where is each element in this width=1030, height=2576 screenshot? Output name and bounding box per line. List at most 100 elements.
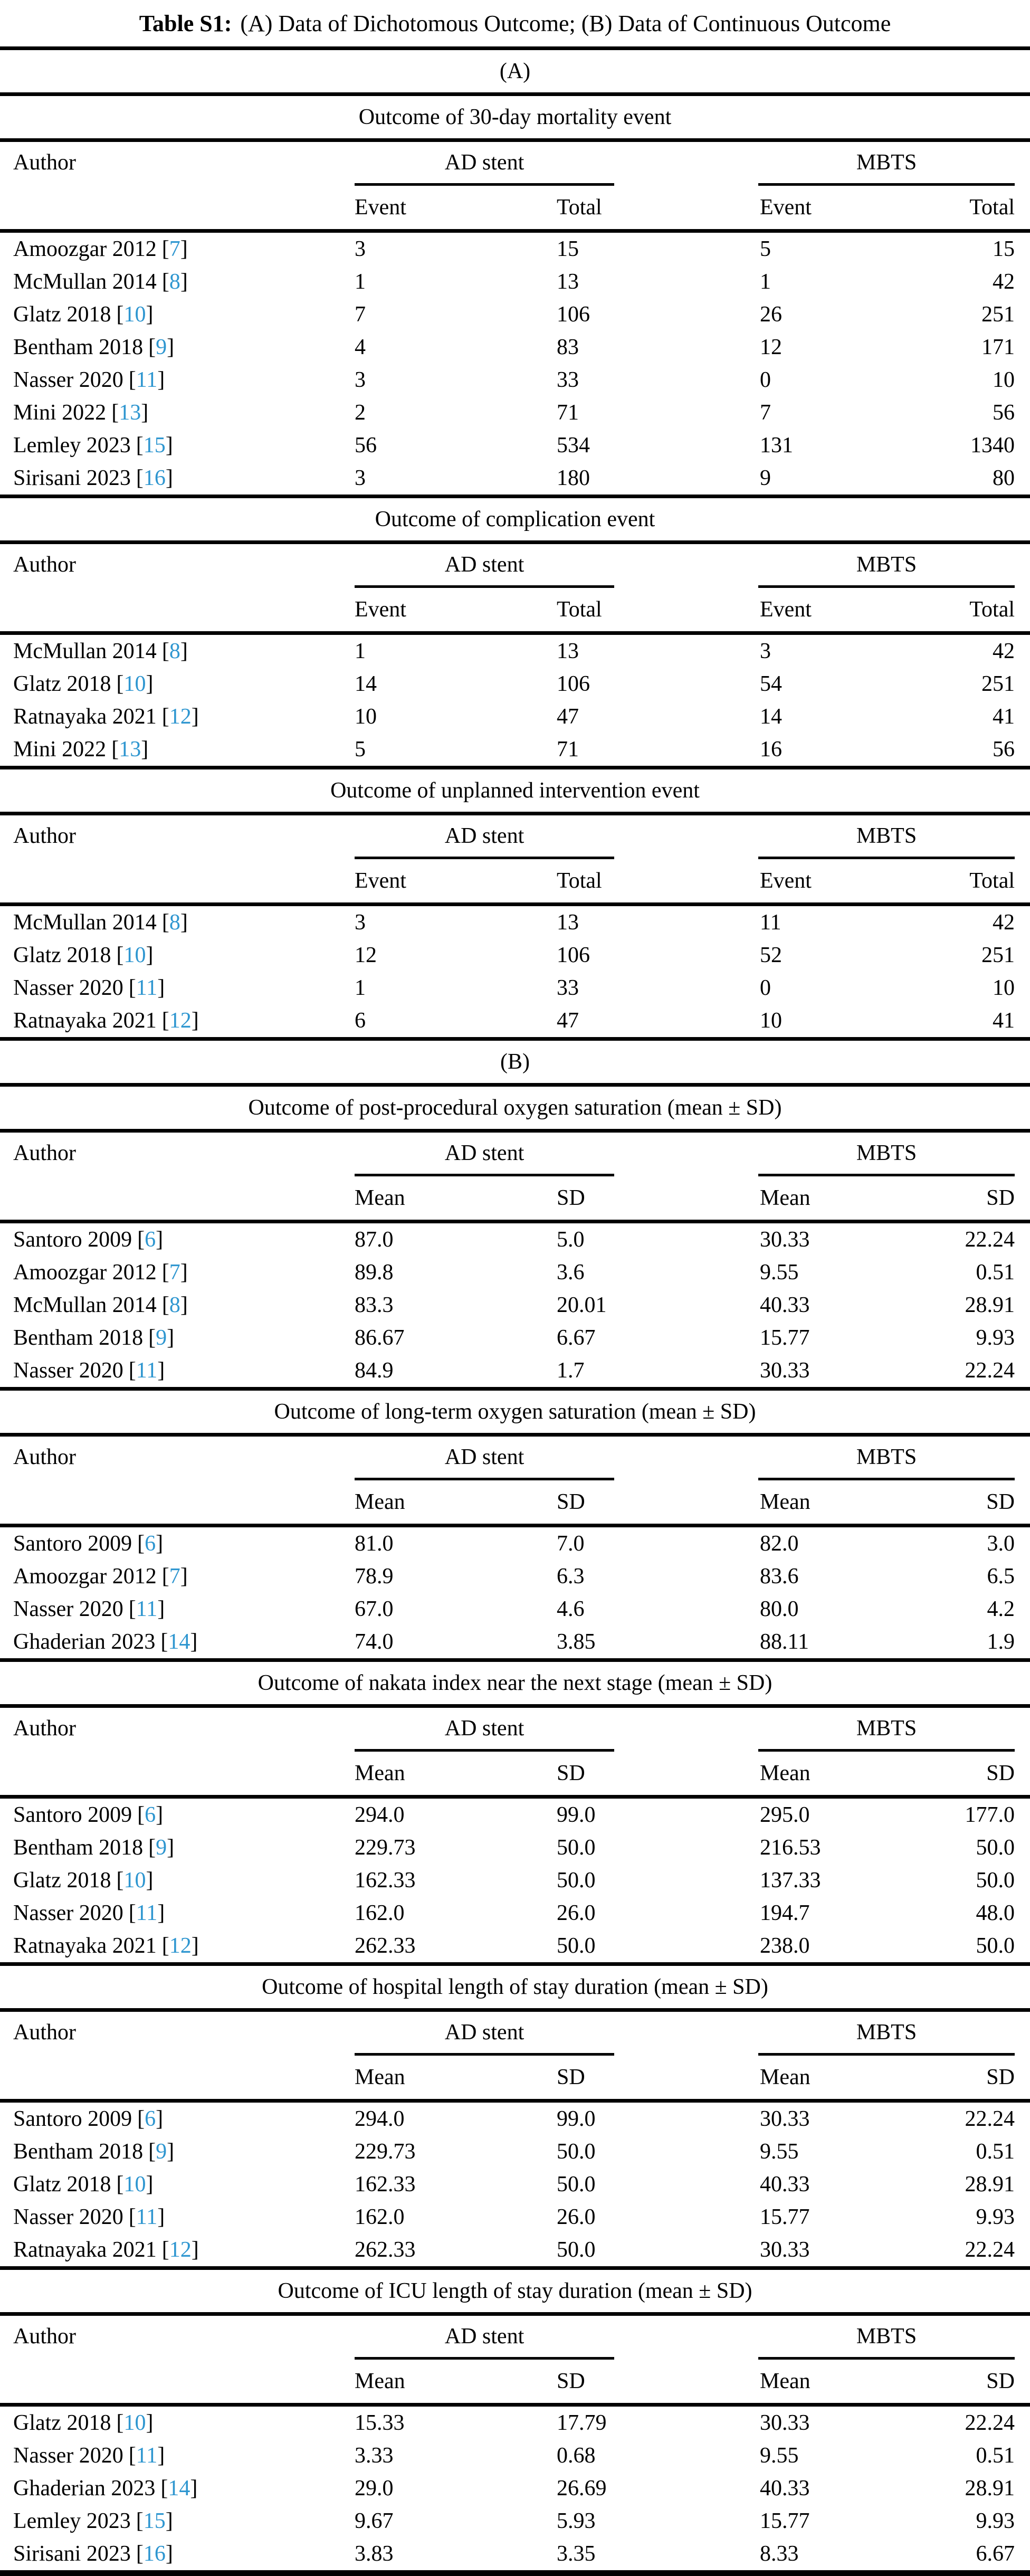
citation-ref[interactable]: 6	[145, 1532, 156, 1556]
citation-ref[interactable]: 10	[123, 1868, 146, 1893]
citation-ref[interactable]: 11	[136, 2444, 158, 2468]
citation-ref[interactable]: 9	[156, 2140, 167, 2164]
author-name: Santoro 2009	[13, 2107, 132, 2131]
citation-bracket-close: ]	[146, 1868, 154, 1893]
citation-ref[interactable]: 8	[169, 910, 180, 935]
citation-ref[interactable]: 10	[123, 2172, 146, 2197]
cmidrule-mbts	[758, 2053, 1015, 2056]
citation-ref[interactable]: 8	[169, 639, 180, 663]
value-cell: 6	[355, 1009, 366, 1033]
citation-ref[interactable]: 11	[136, 976, 158, 1000]
author-cell: Ghaderian 2023 [14]	[0, 2476, 342, 2501]
cmidrule-ad-stent	[355, 2357, 614, 2360]
author-cell: Ratnayaka 2021 [12]	[0, 704, 342, 729]
section-title-band: Outcome of long-term oxygen saturation (…	[0, 1391, 1030, 1433]
citation-ref[interactable]: 6	[145, 2107, 156, 2131]
citation-ref[interactable]: 15	[143, 433, 166, 458]
author-name: McMullan 2014	[13, 1293, 157, 1317]
cmidrule-mbts	[758, 1478, 1015, 1480]
group-ad-stent: AD stent	[342, 1140, 747, 1166]
table-row: Nasser 2020 [11] 162.0 26.0 194.7 48.0	[0, 1897, 1030, 1929]
citation-ref[interactable]: 11	[136, 1901, 158, 1925]
citation-bracket-close: ]	[190, 1630, 198, 1654]
author-name: Bentham 2018	[13, 335, 144, 359]
value-cell: 0	[760, 976, 771, 1000]
value-cell: 171	[981, 335, 1015, 359]
citation-ref[interactable]: 8	[169, 270, 180, 294]
cmidrule-row	[0, 183, 1030, 186]
citation-ref[interactable]: 8	[169, 1293, 180, 1317]
author-cell: Bentham 2018 [9]	[0, 2139, 342, 2164]
citation-ref[interactable]: 10	[123, 943, 146, 967]
author-cell: Amoozgar 2012 [7]	[0, 1564, 342, 1589]
citation-ref[interactable]: 12	[169, 2238, 192, 2262]
group-mbts: MBTS	[747, 2324, 1030, 2349]
value-cell: 7.0	[557, 1532, 585, 1556]
part-label: (B)	[500, 1050, 530, 1074]
citation-ref[interactable]: 7	[169, 1564, 180, 1589]
citation-ref[interactable]: 13	[119, 401, 141, 425]
cmidrule-mbts	[758, 183, 1015, 186]
value-cell: 81.0	[355, 1532, 394, 1556]
citation-ref[interactable]: 16	[143, 2542, 166, 2566]
horizontal-rule	[0, 1795, 1030, 1799]
citation-ref[interactable]: 10	[123, 302, 146, 327]
value-cell: 22.24	[965, 1358, 1015, 1383]
group-ad-stent: AD stent	[342, 1444, 747, 1470]
citation-ref[interactable]: 9	[156, 335, 167, 359]
value-cell: 30.33	[760, 2107, 810, 2131]
column-label: SD	[986, 1761, 1015, 1785]
value-cell: 50.0	[557, 2140, 596, 2164]
citation-ref[interactable]: 10	[123, 2411, 146, 2435]
citation-ref[interactable]: 11	[136, 368, 158, 392]
value-cell: 29.0	[355, 2476, 394, 2501]
citation-ref[interactable]: 12	[169, 1009, 192, 1033]
author-column-header: Author	[13, 553, 76, 577]
citation-ref[interactable]: 12	[169, 1934, 192, 1958]
value-cell: 84.9	[355, 1358, 394, 1383]
citation-ref[interactable]: 9	[156, 1326, 167, 1350]
value-cell: 30.33	[760, 2238, 810, 2262]
citation-ref[interactable]: 16	[143, 466, 166, 490]
horizontal-rule	[0, 1387, 1030, 1391]
value-cell: 50.0	[557, 1934, 596, 1958]
citation-bracket-open: [	[111, 737, 119, 762]
citation-ref[interactable]: 9	[156, 1836, 167, 1860]
citation-ref[interactable]: 14	[168, 1630, 190, 1654]
citation-ref[interactable]: 15	[143, 2509, 166, 2533]
table-row: McMullan 2014 [8] 1 13 1 42	[0, 265, 1030, 298]
citation-bracket-close: ]	[191, 705, 199, 729]
citation-bracket-open: [	[161, 1260, 169, 1285]
citation-ref[interactable]: 10	[123, 672, 146, 696]
citation-ref[interactable]: 11	[136, 1358, 158, 1383]
value-cell: 28.91	[965, 1293, 1015, 1317]
value-cell: 1.9	[987, 1630, 1015, 1654]
value-cell: 40.33	[760, 2476, 810, 2501]
value-cell: 56	[993, 737, 1015, 762]
value-cell: 16	[760, 737, 782, 762]
section-title: Outcome of 30-day mortality event	[358, 105, 672, 129]
table-row: Ratnayaka 2021 [12] 262.33 50.0 30.33 22.…	[0, 2233, 1030, 2266]
citation-ref[interactable]: 13	[119, 737, 141, 762]
value-cell: 26.0	[557, 1901, 596, 1925]
cmidrule-mbts	[758, 2357, 1015, 2360]
value-cell: 3	[355, 910, 366, 935]
author-name: Sirisani 2023	[13, 466, 131, 490]
citation-ref[interactable]: 14	[168, 2476, 190, 2501]
group-header-ad-stent: AD stent	[444, 2324, 524, 2349]
value-cell: 30.33	[760, 2411, 810, 2435]
column-label-row: Event Total Event Total	[0, 859, 1030, 902]
group-mbts: MBTS	[747, 1716, 1030, 1741]
table-row: Lemley 2023 [15] 56 534 131 1340	[0, 429, 1030, 462]
citation-ref[interactable]: 12	[169, 705, 192, 729]
value-cell: 13	[557, 639, 579, 663]
citation-ref[interactable]: 6	[145, 1228, 156, 1252]
citation-ref[interactable]: 7	[169, 1260, 180, 1285]
value-cell: 89.8	[355, 1260, 394, 1285]
citation-bracket-open: [	[160, 1630, 168, 1654]
horizontal-rule	[0, 1962, 1030, 1966]
citation-ref[interactable]: 11	[136, 2205, 158, 2229]
citation-ref[interactable]: 11	[136, 1597, 158, 1621]
citation-ref[interactable]: 6	[145, 1803, 156, 1827]
citation-ref[interactable]: 7	[169, 237, 180, 261]
